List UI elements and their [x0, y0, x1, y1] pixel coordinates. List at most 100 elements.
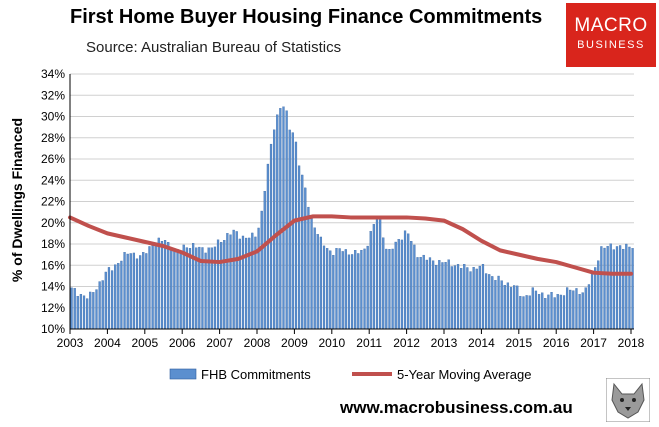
fhb-bar [413, 244, 416, 330]
fhb-bar [612, 249, 615, 330]
fhb-bar [266, 163, 270, 330]
fhb-bar [70, 287, 73, 330]
y-tick-label: 14% [41, 280, 65, 294]
fhb-bar [513, 285, 516, 330]
y-tick-label: 32% [41, 88, 65, 102]
y-tick-label: 26% [41, 152, 65, 166]
fhb-bar [541, 292, 544, 330]
y-tick-label: 18% [41, 237, 65, 251]
fhb-bar [241, 235, 245, 330]
fhb-bar [148, 246, 151, 330]
fhb-bar [628, 246, 631, 330]
fhb-bar [238, 238, 241, 330]
fhb-bar [160, 241, 164, 330]
fhb-bar [98, 281, 101, 330]
fhb-bar [475, 268, 478, 330]
fhb-bar [276, 114, 279, 330]
x-tick-label: 2010 [318, 336, 345, 350]
fhb-bar [110, 270, 114, 330]
fhb-bar [154, 244, 157, 330]
fhb-bar [170, 250, 173, 330]
fhb-bar [428, 257, 432, 330]
website-url: www.macrobusiness.com.au [340, 398, 573, 417]
fhb-bar [382, 237, 385, 330]
x-tick-label: 2016 [543, 336, 570, 350]
fhb-bar [145, 253, 148, 330]
x-tick-label: 2014 [468, 336, 495, 350]
fhb-bar [419, 257, 422, 330]
fhb-bar [313, 227, 316, 330]
fhb-bar [101, 280, 104, 330]
fhb-bar [357, 253, 360, 330]
y-tick-label: 20% [41, 216, 65, 230]
fhb-bar [450, 266, 453, 330]
fhb-bar [378, 218, 382, 330]
moving-average-layer [68, 214, 634, 276]
fhb-bar [235, 231, 238, 330]
fhb-bar [525, 295, 528, 330]
fhb-bar [123, 252, 126, 330]
legend-label-average: 5-Year Moving Average [397, 367, 531, 382]
x-tick-label: 2017 [580, 336, 607, 350]
fhb-bar [472, 267, 475, 330]
fhb-bar [307, 206, 310, 330]
fhb-bar [516, 285, 519, 330]
fhb-bar [569, 289, 572, 330]
fhb-bar [597, 260, 600, 330]
fhb-bar [92, 292, 95, 330]
fhb-bar [488, 274, 491, 330]
fhb-bar [248, 237, 251, 330]
fhb-bar [347, 254, 351, 330]
fhb-bar [257, 227, 260, 330]
fhb-bar [294, 141, 298, 330]
fhb-bar [407, 233, 410, 330]
fhb-bar [263, 191, 266, 330]
fhb-bar [550, 292, 553, 330]
x-tick-label: 2013 [431, 336, 458, 350]
y-tick-label: 24% [41, 173, 65, 187]
fhb-bar [385, 248, 388, 330]
fhb-bar [372, 224, 375, 330]
fhb-bar [120, 260, 123, 330]
wolf-icon [606, 378, 650, 422]
fhb-bar [631, 248, 634, 330]
y-tick-label: 28% [41, 131, 65, 145]
fhb-bar [366, 245, 369, 330]
fhb-bar [223, 240, 226, 330]
fhb-bar [182, 244, 185, 330]
y-tick-label: 30% [41, 110, 65, 124]
fhb-bar [319, 236, 323, 330]
fhb-bar [463, 264, 466, 330]
fhb-bar [572, 290, 575, 330]
fhb-bar [416, 257, 419, 330]
fhb-bar [326, 248, 329, 330]
fhb-bar [534, 290, 538, 330]
fhb-bar [86, 298, 89, 330]
fhb-bar [76, 296, 79, 330]
fhb-bar [310, 217, 313, 330]
fhb-bar [369, 231, 372, 330]
fhb-bar [220, 242, 223, 330]
fhb-bar [344, 249, 347, 330]
fhb-bar [179, 250, 182, 330]
y-tick-label: 16% [41, 258, 65, 272]
fhb-bar [528, 295, 531, 330]
fhb-bar [114, 264, 117, 330]
fhb-bar [360, 250, 363, 330]
fhb-bar [397, 239, 400, 330]
x-tick-label: 2006 [169, 336, 196, 350]
x-tick-label: 2005 [131, 336, 158, 350]
fhb-bar [279, 108, 282, 330]
fhb-bar [565, 287, 569, 330]
fhb-bar [431, 260, 435, 330]
fhb-bar [244, 237, 248, 330]
fhb-bar [481, 263, 485, 330]
fhb-bar [316, 234, 319, 330]
fhb-bar [444, 262, 447, 330]
x-tick-label: 2015 [505, 336, 532, 350]
fhb-bar [282, 106, 285, 330]
moving-average-line [68, 214, 634, 276]
logo-line-2: BUSINESS [577, 39, 645, 51]
fhb-bar [363, 248, 366, 330]
